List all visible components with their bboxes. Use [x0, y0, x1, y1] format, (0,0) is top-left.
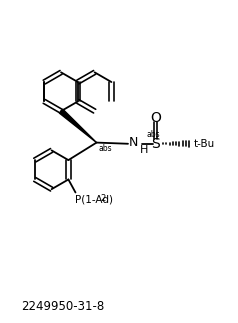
- Text: abs: abs: [147, 130, 160, 139]
- Text: O: O: [150, 111, 161, 125]
- Text: P(1-Ad): P(1-Ad): [75, 194, 114, 204]
- Text: S: S: [151, 137, 160, 151]
- Text: abs: abs: [98, 144, 112, 153]
- Text: t-Bu: t-Bu: [193, 139, 215, 149]
- Text: N: N: [129, 136, 139, 149]
- Text: 2: 2: [100, 194, 106, 203]
- Text: H: H: [140, 145, 149, 155]
- Text: 2249950-31-8: 2249950-31-8: [21, 300, 104, 313]
- Polygon shape: [59, 109, 97, 142]
